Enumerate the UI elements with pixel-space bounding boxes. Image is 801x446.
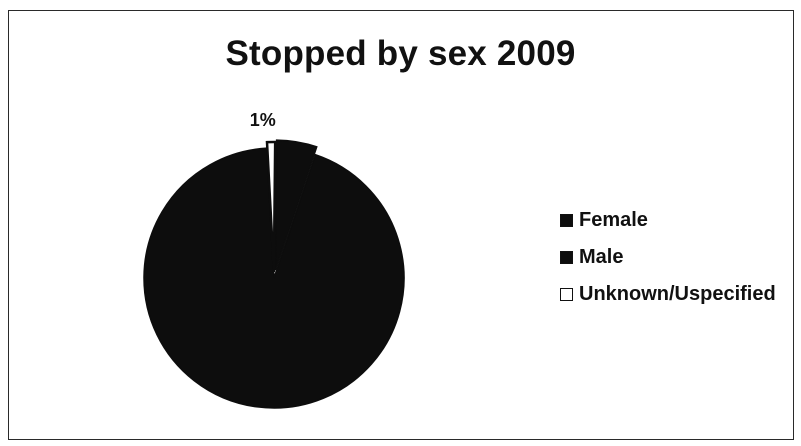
chart-frame	[8, 10, 794, 440]
legend-item-unknown: Unknown/Uspecified	[560, 282, 776, 307]
pie-slices	[143, 139, 405, 409]
pie-slice-male	[143, 147, 405, 409]
chart-title: Stopped by sex 2009	[225, 34, 576, 73]
pie-slice-unknown	[265, 140, 277, 273]
legend-label-unknown: Unknown/Uspecified	[579, 283, 776, 305]
legend-label-male: Male	[579, 246, 624, 268]
legend-label-female: Female	[579, 209, 648, 231]
legend-item-male: Male	[560, 245, 776, 270]
slice-label-unknown: 1%	[250, 110, 276, 130]
legend-swatch-male	[560, 251, 573, 264]
pie-slice-female	[274, 139, 318, 271]
legend-swatch-female	[560, 214, 573, 227]
legend: Female Male Unknown/Uspecified	[560, 208, 776, 319]
legend-item-female: Female	[560, 208, 776, 233]
legend-swatch-unknown	[560, 288, 573, 301]
